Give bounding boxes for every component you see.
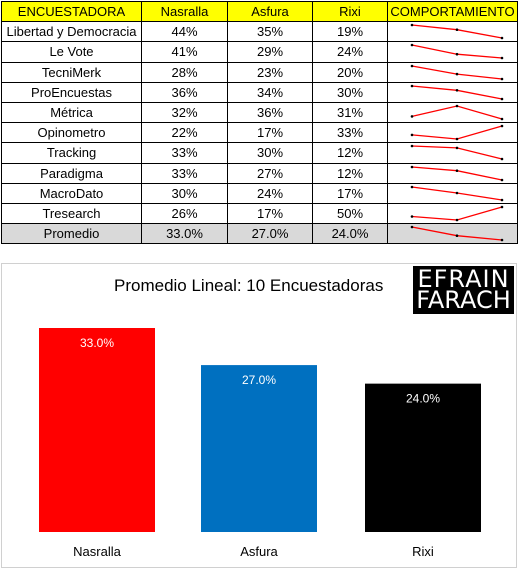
efrain-farach-logo: EFRAIN FARACH	[413, 266, 514, 314]
trend-sparkline	[410, 124, 504, 141]
table-header-row: ENCUESTADORA Nasralla Asfura Rixi COMPOR…	[1, 0, 518, 23]
sparkline-point	[500, 178, 504, 181]
table-row: ProEncuestas 36% 34% 30%	[1, 81, 518, 103]
sparkline-point	[500, 77, 504, 80]
rixi-value: 24.0%	[312, 223, 388, 245]
sparkline-point	[500, 238, 504, 242]
rixi-value: 12%	[312, 142, 388, 164]
rixi-value: 20%	[312, 61, 388, 83]
sparkline-point	[500, 57, 504, 60]
trend-sparkline	[410, 185, 504, 202]
trend-sparkline-cell	[387, 81, 518, 103]
nasralla-value: 33%	[141, 142, 228, 164]
header-trend: COMPORTAMIENTO	[387, 0, 518, 23]
pollster-name: ProEncuestas	[1, 81, 142, 103]
sparkline-point	[455, 28, 459, 32]
sparkline-point	[410, 84, 414, 88]
sparkline-point	[500, 117, 504, 121]
trend-sparkline	[410, 205, 504, 222]
logo-line-2: FARACH	[416, 286, 511, 314]
sparkline-point	[455, 72, 459, 76]
bar-nasralla	[39, 328, 155, 532]
sparkline-point	[500, 158, 504, 161]
trend-sparkline	[410, 104, 504, 121]
nasralla-value: 30%	[141, 182, 228, 204]
category-label: Rixi	[412, 544, 434, 559]
bar-rixi	[365, 383, 481, 532]
sparkline-point	[500, 198, 504, 202]
logo-line-1: EFRAIN	[417, 265, 510, 293]
data-label: 27.0%	[242, 373, 276, 387]
trend-sparkline	[410, 165, 504, 181]
table-row: TecniMerk 28% 23% 20%	[1, 61, 518, 83]
sparkline-point	[410, 23, 414, 27]
bar-asfura	[201, 365, 317, 532]
sparkline-point	[500, 124, 504, 128]
polls-table: ENCUESTADORA Nasralla Asfura Rixi COMPOR…	[1, 0, 518, 245]
sparkline-point	[455, 137, 459, 141]
sparkline-point	[455, 53, 459, 56]
header-pollster: ENCUESTADORA	[1, 0, 142, 23]
sparkline-point	[410, 145, 414, 148]
sparkline-point	[410, 225, 414, 229]
sparkline-point	[410, 64, 414, 67]
sparkline-point	[500, 205, 504, 209]
asfura-value: 24%	[227, 182, 313, 204]
category-label: Asfura	[240, 544, 278, 559]
rixi-value: 17%	[312, 182, 388, 204]
sparkline-point	[455, 218, 459, 222]
trend-sparkline	[410, 145, 504, 161]
sparkline-point	[410, 44, 414, 47]
table-row: Paradigma 33% 27% 12%	[1, 162, 518, 184]
sparkline-point	[410, 165, 414, 168]
nasralla-value: 28%	[141, 61, 228, 83]
sparkline-point	[455, 88, 459, 92]
sparkline-point	[500, 97, 504, 101]
asfura-value: 27.0%	[227, 223, 313, 245]
nasralla-value: 26%	[141, 202, 228, 225]
header-asfura: Asfura	[227, 0, 313, 23]
table-row: Libertad y Democracia 44% 35% 19%	[1, 21, 518, 43]
sparkline-point	[410, 185, 414, 189]
rixi-value: 24%	[312, 41, 388, 63]
trend-sparkline	[410, 84, 504, 101]
nasralla-value: 33.0%	[141, 223, 228, 245]
data-label: 33.0%	[80, 336, 114, 350]
header-nasralla: Nasralla	[141, 0, 228, 23]
chart-title: Promedio Lineal: 10 Encuestadoras	[114, 276, 384, 295]
trend-sparkline-cell	[387, 223, 518, 245]
sparkline-point	[455, 168, 459, 172]
nasralla-value: 33%	[141, 162, 228, 184]
table-row: Tracking 33% 30% 12%	[1, 142, 518, 164]
sparkline-point	[410, 133, 414, 137]
sparkline-point	[455, 104, 459, 108]
sparkline-point	[455, 147, 459, 150]
category-label: Nasralla	[73, 544, 121, 559]
data-label: 24.0%	[406, 392, 440, 406]
table-row: Tresearch 26% 17% 50%	[1, 202, 518, 225]
sparkline-point	[410, 115, 414, 118]
trend-sparkline	[410, 23, 504, 40]
sparkline-point	[500, 36, 504, 40]
average-row: Promedio 33.0% 27.0% 24.0%	[1, 223, 518, 245]
trend-sparkline	[410, 225, 504, 242]
trend-sparkline	[410, 64, 504, 80]
sparkline-point	[455, 191, 459, 195]
sparkline-point	[410, 215, 414, 218]
asfura-value: 35%	[227, 21, 313, 43]
trend-sparkline	[410, 44, 504, 60]
asfura-value: 23%	[227, 61, 313, 83]
asfura-value: 29%	[227, 41, 313, 63]
sparkline-point	[455, 234, 459, 238]
rixi-value: 31%	[312, 101, 388, 124]
